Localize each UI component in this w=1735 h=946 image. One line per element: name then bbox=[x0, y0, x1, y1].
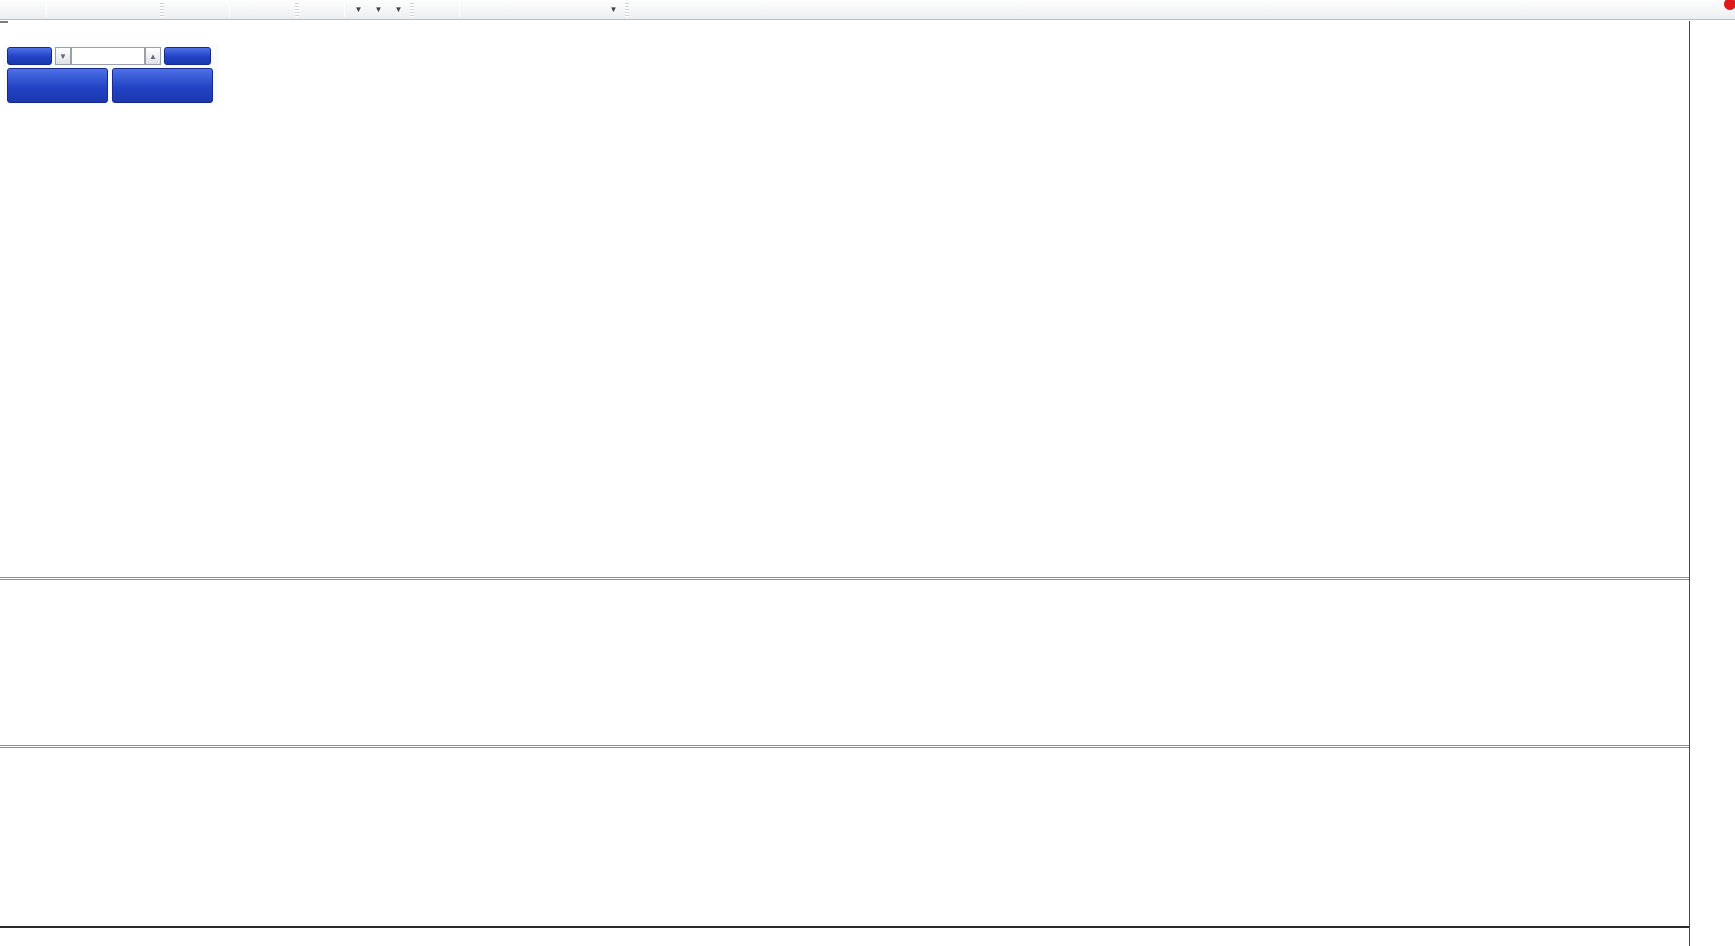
cursor-icon[interactable] bbox=[416, 1, 436, 19]
sound-icon[interactable] bbox=[114, 1, 134, 19]
tile-windows-icon[interactable] bbox=[273, 1, 293, 19]
line-chart-icon[interactable] bbox=[206, 1, 226, 19]
search-icon[interactable] bbox=[1692, 1, 1712, 19]
zoom-out-icon[interactable] bbox=[253, 1, 273, 19]
candlestick-chart-icon[interactable] bbox=[186, 1, 206, 19]
community-icon[interactable] bbox=[94, 1, 114, 19]
trend-annotation[interactable] bbox=[0, 21, 8, 23]
metaeditor-icon[interactable] bbox=[74, 1, 94, 19]
chart-shift-icon[interactable] bbox=[321, 1, 341, 19]
toolbar: ▼ ▼ ▼ ▼ bbox=[0, 0, 1735, 20]
rsi-panel[interactable] bbox=[0, 748, 1689, 926]
trendline-icon[interactable] bbox=[503, 1, 523, 19]
sell-button[interactable] bbox=[7, 47, 52, 65]
macd-panel[interactable] bbox=[0, 581, 1689, 745]
periods-icon[interactable]: ▼ bbox=[374, 5, 383, 14]
autoscroll-icon[interactable] bbox=[301, 1, 321, 19]
indicators-icon[interactable]: ▼ bbox=[354, 5, 363, 14]
ask-price[interactable] bbox=[112, 68, 213, 103]
volume-decrease-button[interactable]: ▼ bbox=[55, 47, 71, 65]
one-click-trading-panel: ▼ ▲ bbox=[3, 44, 219, 104]
arrows-tool-icon[interactable]: ▼ bbox=[609, 5, 618, 14]
horizontal-line-icon[interactable] bbox=[483, 1, 503, 19]
notification-badge bbox=[1724, 0, 1735, 10]
zoom-in-icon[interactable] bbox=[233, 1, 253, 19]
panel-divider-macd[interactable] bbox=[0, 577, 1689, 580]
panel-divider-rsi[interactable] bbox=[0, 745, 1689, 748]
bid-price[interactable] bbox=[7, 68, 108, 103]
volume-increase-button[interactable]: ▲ bbox=[145, 47, 161, 65]
time-axis-line bbox=[0, 926, 1689, 928]
toolbar-grip bbox=[160, 2, 164, 17]
autotrading-icon[interactable] bbox=[134, 1, 154, 19]
templates-icon[interactable]: ▼ bbox=[394, 5, 403, 14]
volume-input[interactable] bbox=[71, 47, 145, 65]
bar-chart-icon[interactable] bbox=[166, 1, 186, 19]
data-window-icon[interactable] bbox=[23, 1, 43, 19]
chart-window[interactable]: ▼ ▲ bbox=[0, 21, 1689, 946]
channel-icon[interactable] bbox=[523, 1, 543, 19]
toolbar-separator bbox=[46, 2, 47, 17]
notifications-icon[interactable] bbox=[1712, 0, 1735, 19]
new-order-icon[interactable] bbox=[50, 1, 70, 19]
crosshair-icon[interactable] bbox=[436, 1, 456, 19]
text-tool-icon[interactable] bbox=[563, 1, 583, 19]
main-price-panel[interactable] bbox=[0, 21, 1689, 578]
fibonacci-icon[interactable] bbox=[543, 1, 563, 19]
buy-button[interactable] bbox=[164, 47, 211, 65]
vertical-line-icon[interactable] bbox=[463, 1, 483, 19]
price-scale[interactable] bbox=[1689, 21, 1735, 946]
market-watch-icon[interactable] bbox=[3, 1, 23, 19]
label-tool-icon[interactable] bbox=[583, 1, 603, 19]
time-axis[interactable] bbox=[0, 928, 1689, 946]
